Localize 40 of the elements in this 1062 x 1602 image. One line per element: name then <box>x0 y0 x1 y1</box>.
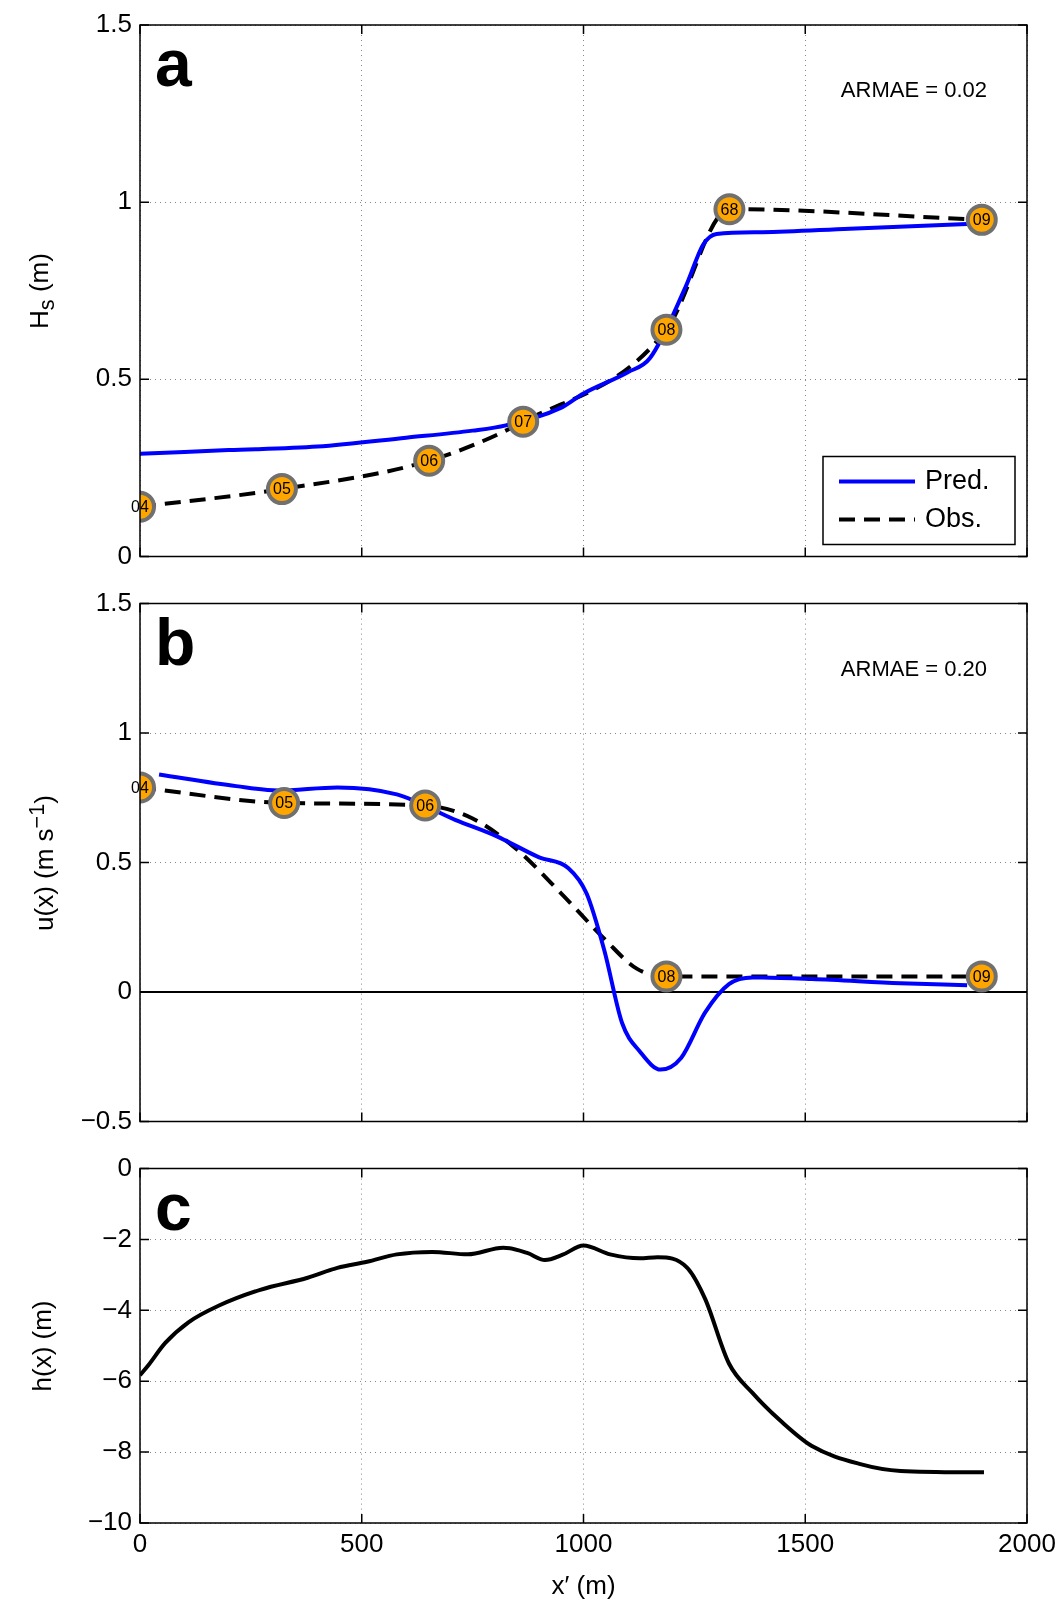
annotation: 08 <box>657 321 676 339</box>
x-axis-title: x′ (m) <box>551 1569 616 1600</box>
x-tick-label: 1500 <box>776 1527 835 1558</box>
y-tick-label: 1 <box>117 185 132 216</box>
y-tick-label: −6 <box>102 1364 132 1395</box>
annotation: 06 <box>420 452 439 470</box>
annotation: ARMAE = 0.20 <box>840 655 987 681</box>
annotation: c <box>155 1169 192 1244</box>
annotation: 08 <box>657 967 676 985</box>
annotation: 05 <box>275 794 294 812</box>
y-tick-label: −10 <box>87 1506 132 1537</box>
annotation: 06 <box>416 796 435 814</box>
y-tick-label: 0.5 <box>95 845 132 876</box>
legend-label: Obs. <box>925 502 983 533</box>
x-tick-label: 500 <box>340 1527 384 1558</box>
annotation: 05 <box>273 480 291 498</box>
y-tick-label: 0 <box>117 539 132 570</box>
y-tick-label: 1.5 <box>95 8 132 39</box>
y-tick-label: −0.5 <box>80 1104 132 1135</box>
y-tick-label: 1.5 <box>95 586 132 617</box>
y-tick-label: 0 <box>117 1151 132 1182</box>
y-tick-label: 0 <box>117 975 132 1006</box>
annotation: b <box>155 604 196 679</box>
annotation: 04 <box>131 778 149 796</box>
y-tick-label: −8 <box>102 1435 132 1466</box>
y-tick-label: −2 <box>102 1222 132 1253</box>
y-tick-label: 0.5 <box>95 362 132 393</box>
x-tick-label: 1000 <box>554 1527 613 1558</box>
annotation: 68 <box>720 200 739 218</box>
y-tick-label: −4 <box>102 1293 132 1324</box>
annotation: 04 <box>131 498 149 516</box>
annotation: ARMAE = 0.02 <box>840 77 987 103</box>
annotation: a <box>155 26 193 101</box>
annotation: 07 <box>514 413 533 431</box>
annotation: 09 <box>972 967 991 985</box>
annotation: 09 <box>972 211 991 229</box>
y-tick-label: 1 <box>117 716 132 747</box>
legend-label: Pred. <box>925 464 990 495</box>
y-axis-title: h(x) (m) <box>26 1300 58 1392</box>
x-tick-label: 2000 <box>998 1527 1056 1558</box>
